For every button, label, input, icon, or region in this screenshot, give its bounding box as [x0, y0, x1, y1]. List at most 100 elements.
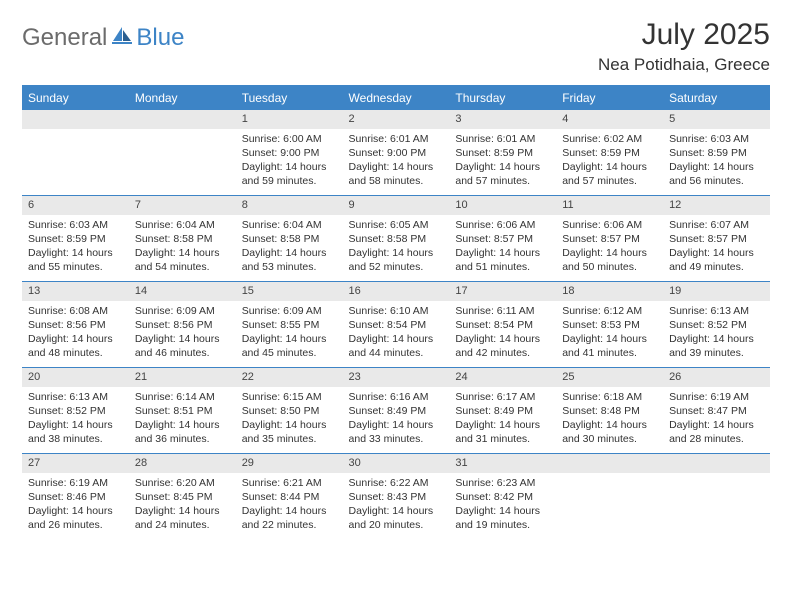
day-number: 8 — [236, 196, 343, 215]
sunset-label: Sunset: 9:00 PM — [349, 146, 444, 160]
daylight-label: Daylight: 14 hours and 50 minutes. — [562, 246, 657, 274]
day-number — [22, 110, 129, 129]
day-body: Sunrise: 6:14 AMSunset: 8:51 PMDaylight:… — [129, 387, 236, 449]
daylight-label: Daylight: 14 hours and 49 minutes. — [669, 246, 764, 274]
calendar-cell: 24Sunrise: 6:17 AMSunset: 8:49 PMDayligh… — [449, 368, 556, 454]
day-number: 25 — [556, 368, 663, 387]
sunset-label: Sunset: 8:49 PM — [455, 404, 550, 418]
sunset-label: Sunset: 8:42 PM — [455, 490, 550, 504]
sunset-label: Sunset: 8:54 PM — [349, 318, 444, 332]
calendar-cell: 22Sunrise: 6:15 AMSunset: 8:50 PMDayligh… — [236, 368, 343, 454]
calendar-cell: 11Sunrise: 6:06 AMSunset: 8:57 PMDayligh… — [556, 196, 663, 282]
day-number — [663, 454, 770, 473]
day-number: 26 — [663, 368, 770, 387]
daylight-label: Daylight: 14 hours and 55 minutes. — [28, 246, 123, 274]
sunset-label: Sunset: 8:58 PM — [349, 232, 444, 246]
calendar-week-row: 27Sunrise: 6:19 AMSunset: 8:46 PMDayligh… — [22, 454, 770, 540]
sunrise-label: Sunrise: 6:00 AM — [242, 132, 337, 146]
sunset-label: Sunset: 8:58 PM — [242, 232, 337, 246]
calendar-cell: 6 Sunrise: 6:03 AMSunset: 8:59 PMDaylight… — [22, 196, 129, 282]
day-body: Sunrise: 6:07 AMSunset: 8:57 PMDaylight:… — [663, 215, 770, 277]
sunrise-label: Sunrise: 6:19 AM — [669, 390, 764, 404]
day-number: 29 — [236, 454, 343, 473]
sunrise-label: Sunrise: 6:13 AM — [669, 304, 764, 318]
day-number: 30 — [343, 454, 450, 473]
sunrise-label: Sunrise: 6:17 AM — [455, 390, 550, 404]
daylight-label: Daylight: 14 hours and 51 minutes. — [455, 246, 550, 274]
day-body: Sunrise: 6:09 AMSunset: 8:55 PMDaylight:… — [236, 301, 343, 363]
col-sunday: Sunday — [22, 86, 129, 110]
col-monday: Monday — [129, 86, 236, 110]
sunset-label: Sunset: 8:59 PM — [28, 232, 123, 246]
daylight-label: Daylight: 14 hours and 45 minutes. — [242, 332, 337, 360]
sunset-label: Sunset: 8:50 PM — [242, 404, 337, 418]
day-body: Sunrise: 6:03 AMSunset: 8:59 PMDaylight:… — [663, 129, 770, 191]
sunrise-label: Sunrise: 6:05 AM — [349, 218, 444, 232]
daylight-label: Daylight: 14 hours and 22 minutes. — [242, 504, 337, 532]
calendar-cell: 13Sunrise: 6:08 AMSunset: 8:56 PMDayligh… — [22, 282, 129, 368]
calendar-cell: 28Sunrise: 6:20 AMSunset: 8:45 PMDayligh… — [129, 454, 236, 540]
calendar-cell: 18Sunrise: 6:12 AMSunset: 8:53 PMDayligh… — [556, 282, 663, 368]
calendar-cell: 8Sunrise: 6:04 AMSunset: 8:58 PMDaylight… — [236, 196, 343, 282]
day-number: 31 — [449, 454, 556, 473]
day-body: Sunrise: 6:05 AMSunset: 8:58 PMDaylight:… — [343, 215, 450, 277]
sunrise-label: Sunrise: 6:14 AM — [135, 390, 230, 404]
day-number: 6 — [22, 196, 129, 215]
daylight-label: Daylight: 14 hours and 39 minutes. — [669, 332, 764, 360]
day-body: Sunrise: 6:16 AMSunset: 8:49 PMDaylight:… — [343, 387, 450, 449]
sunrise-label: Sunrise: 6:03 AM — [28, 218, 123, 232]
daylight-label: Daylight: 14 hours and 41 minutes. — [562, 332, 657, 360]
daylight-label: Daylight: 14 hours and 36 minutes. — [135, 418, 230, 446]
sunrise-label: Sunrise: 6:06 AM — [455, 218, 550, 232]
sunrise-label: Sunrise: 6:16 AM — [349, 390, 444, 404]
day-number: 21 — [129, 368, 236, 387]
day-body: Sunrise: 6:13 AMSunset: 8:52 PMDaylight:… — [663, 301, 770, 363]
sunset-label: Sunset: 8:44 PM — [242, 490, 337, 504]
day-number: 28 — [129, 454, 236, 473]
daylight-label: Daylight: 14 hours and 53 minutes. — [242, 246, 337, 274]
day-number: 2 — [343, 110, 450, 129]
day-body: Sunrise: 6:01 AMSunset: 8:59 PMDaylight:… — [449, 129, 556, 191]
day-body: Sunrise: 6:04 AMSunset: 8:58 PMDaylight:… — [236, 215, 343, 277]
day-body: Sunrise: 6:11 AMSunset: 8:54 PMDaylight:… — [449, 301, 556, 363]
day-number: 12 — [663, 196, 770, 215]
day-body: Sunrise: 6:08 AMSunset: 8:56 PMDaylight:… — [22, 301, 129, 363]
sunset-label: Sunset: 8:56 PM — [135, 318, 230, 332]
daylight-label: Daylight: 14 hours and 38 minutes. — [28, 418, 123, 446]
day-body: Sunrise: 6:18 AMSunset: 8:48 PMDaylight:… — [556, 387, 663, 449]
sunset-label: Sunset: 8:57 PM — [669, 232, 764, 246]
calendar-table: Sunday Monday Tuesday Wednesday Thursday… — [22, 85, 770, 540]
header: General Blue July 2025 Nea Potidhaia, Gr… — [22, 18, 770, 75]
sunset-label: Sunset: 8:43 PM — [349, 490, 444, 504]
calendar-cell: 17Sunrise: 6:11 AMSunset: 8:54 PMDayligh… — [449, 282, 556, 368]
calendar-cell: 1Sunrise: 6:00 AMSunset: 9:00 PMDaylight… — [236, 110, 343, 196]
sunrise-label: Sunrise: 6:01 AM — [455, 132, 550, 146]
daylight-label: Daylight: 14 hours and 26 minutes. — [28, 504, 123, 532]
day-number: 13 — [22, 282, 129, 301]
calendar-cell: 29Sunrise: 6:21 AMSunset: 8:44 PMDayligh… — [236, 454, 343, 540]
day-number: 16 — [343, 282, 450, 301]
sunset-label: Sunset: 8:47 PM — [669, 404, 764, 418]
calendar-cell: 26Sunrise: 6:19 AMSunset: 8:47 PMDayligh… — [663, 368, 770, 454]
sunrise-label: Sunrise: 6:19 AM — [28, 476, 123, 490]
calendar-cell: 2Sunrise: 6:01 AMSunset: 9:00 PMDaylight… — [343, 110, 450, 196]
sunset-label: Sunset: 8:51 PM — [135, 404, 230, 418]
daylight-label: Daylight: 14 hours and 57 minutes. — [562, 160, 657, 188]
page-title: July 2025 — [598, 18, 770, 52]
calendar-cell: 3Sunrise: 6:01 AMSunset: 8:59 PMDaylight… — [449, 110, 556, 196]
sunset-label: Sunset: 8:56 PM — [28, 318, 123, 332]
sunrise-label: Sunrise: 6:09 AM — [135, 304, 230, 318]
logo-text-general: General — [22, 24, 107, 52]
sunrise-label: Sunrise: 6:22 AM — [349, 476, 444, 490]
day-number: 22 — [236, 368, 343, 387]
calendar-header-row: Sunday Monday Tuesday Wednesday Thursday… — [22, 86, 770, 110]
sunset-label: Sunset: 8:48 PM — [562, 404, 657, 418]
day-body: Sunrise: 6:01 AMSunset: 9:00 PMDaylight:… — [343, 129, 450, 191]
calendar-cell: 14Sunrise: 6:09 AMSunset: 8:56 PMDayligh… — [129, 282, 236, 368]
day-body: Sunrise: 6:09 AMSunset: 8:56 PMDaylight:… — [129, 301, 236, 363]
day-body: Sunrise: 6:21 AMSunset: 8:44 PMDaylight:… — [236, 473, 343, 535]
sunrise-label: Sunrise: 6:02 AM — [562, 132, 657, 146]
day-body: Sunrise: 6:20 AMSunset: 8:45 PMDaylight:… — [129, 473, 236, 535]
daylight-label: Daylight: 14 hours and 42 minutes. — [455, 332, 550, 360]
sunset-label: Sunset: 8:59 PM — [455, 146, 550, 160]
